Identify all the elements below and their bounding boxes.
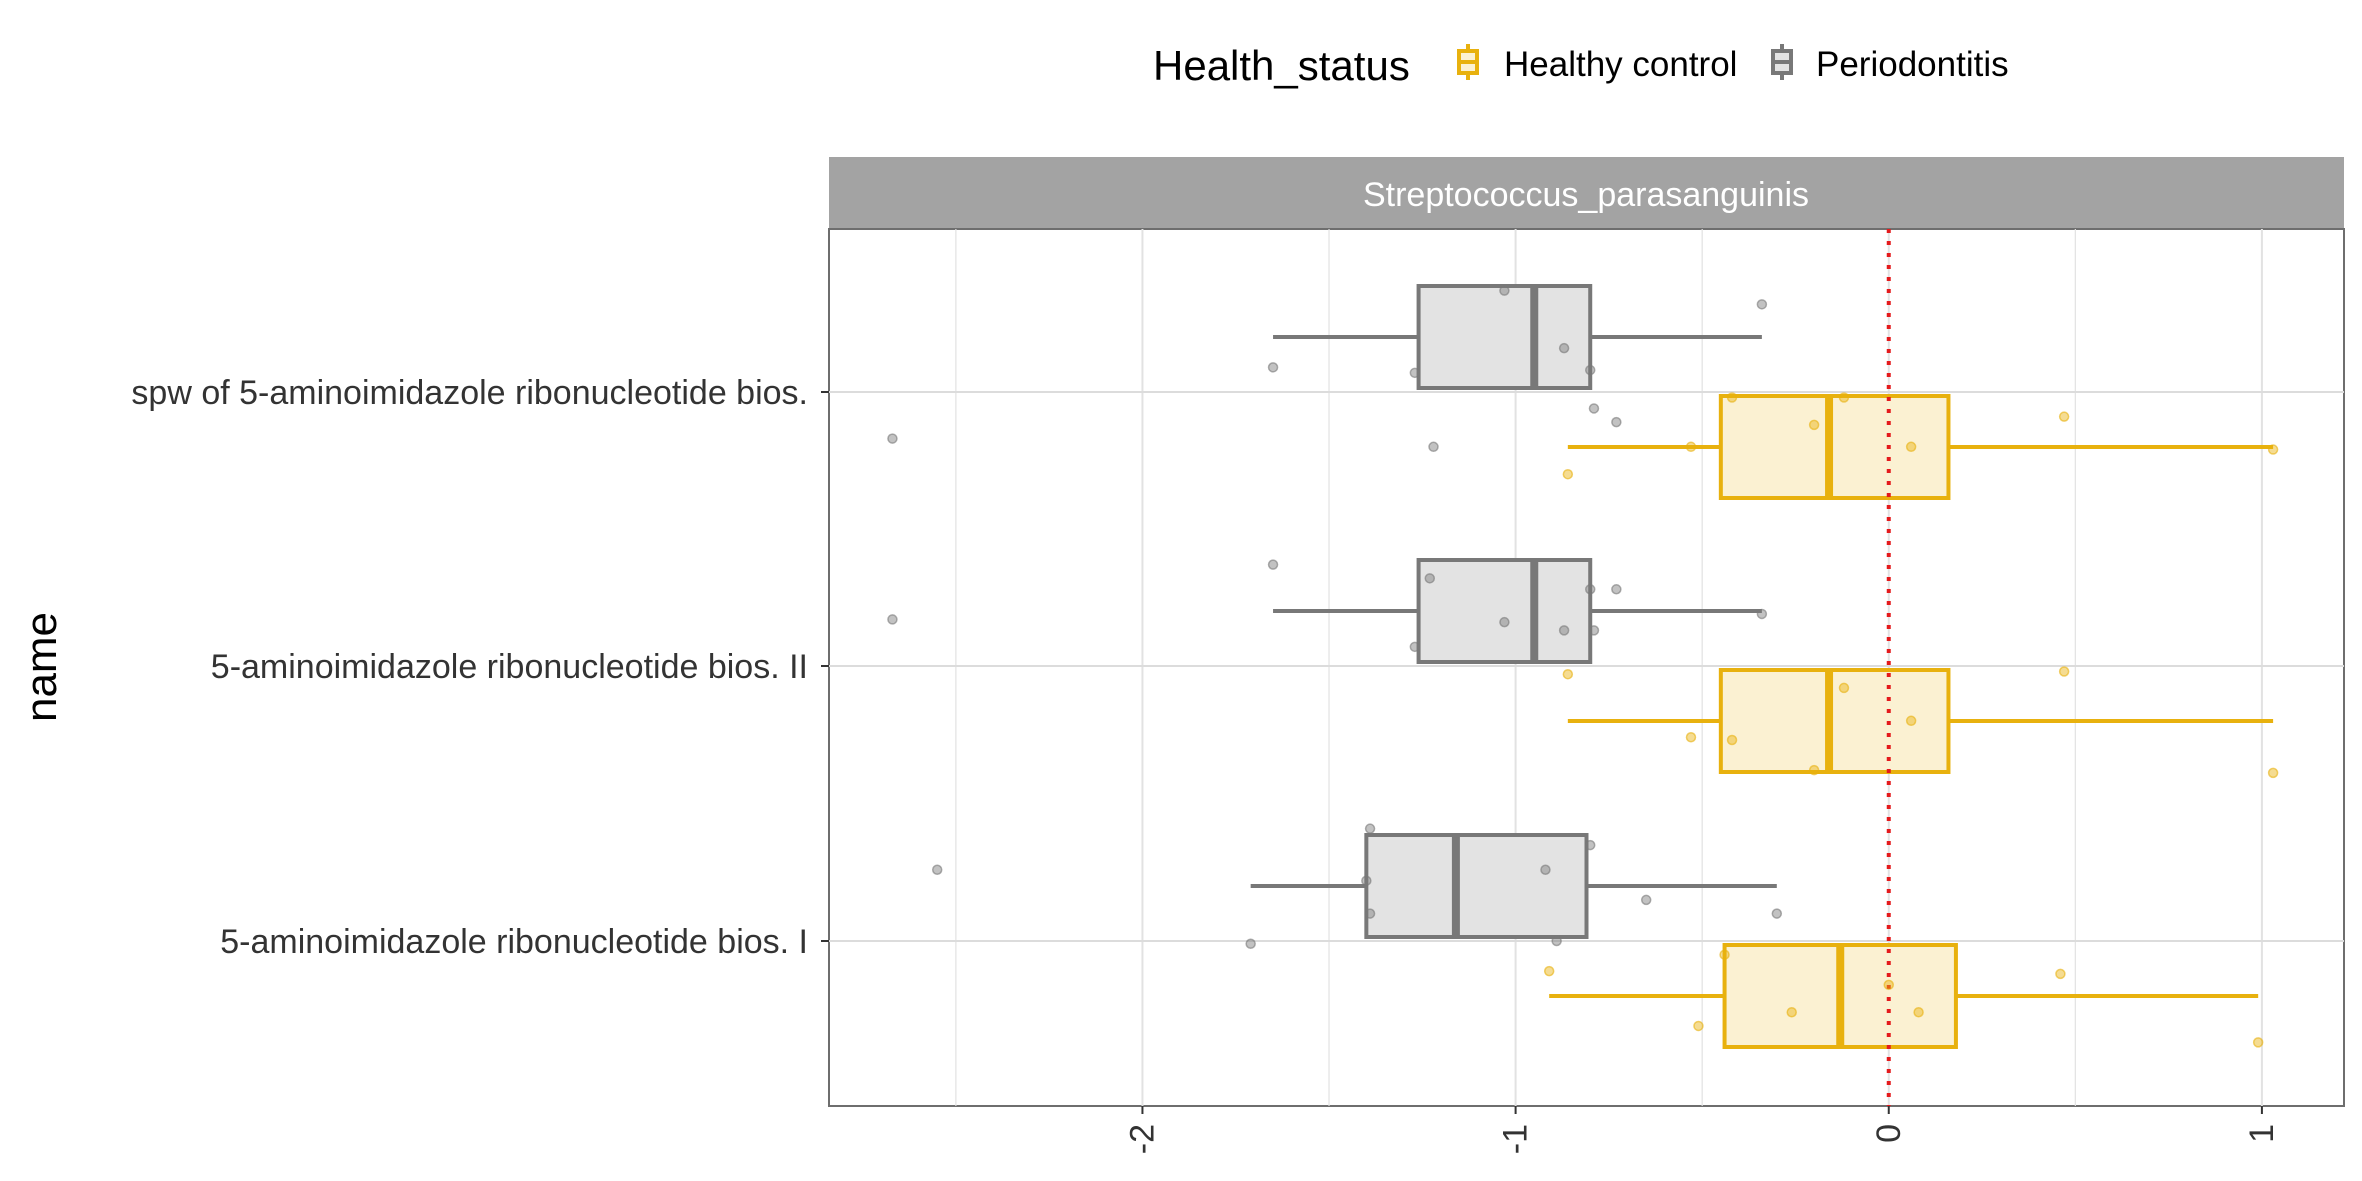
legend-entry-periodontitis: Periodontitis (1771, 44, 2009, 84)
data-point (1267, 362, 1279, 373)
data-point (1719, 949, 1730, 960)
data-point (1611, 416, 1622, 428)
box-periodontitis (1273, 284, 1762, 390)
data-point (1808, 419, 1820, 431)
data-point (2058, 411, 2070, 422)
data-point (1558, 342, 1570, 354)
box-healthy-control (1567, 668, 2274, 774)
box-iqr (1718, 668, 1951, 774)
box-iqr (1718, 394, 1951, 500)
data-point (2267, 767, 2279, 779)
data-point (1905, 715, 1917, 727)
data-point (1693, 1020, 1704, 1032)
data-point (1364, 823, 1376, 834)
data-point (1562, 668, 1574, 680)
legend-label-healthy-control: Healthy control (1504, 45, 1737, 84)
y-tick-label: spw of 5-aminoimidazole ribonucleotide b… (131, 374, 808, 412)
data-point (1267, 559, 1279, 570)
data-point (1540, 864, 1551, 876)
data-point (1409, 367, 1421, 379)
data-point (1424, 573, 1436, 584)
x-tick-label: -2 (1123, 1124, 1161, 1154)
y-tick-label: 5-aminoimidazole ribonucleotide bios. I (220, 923, 808, 961)
data-point (1364, 908, 1376, 919)
data-point (1726, 392, 1738, 403)
data-point (1726, 734, 1738, 746)
y-axis-title: name (17, 612, 66, 722)
data-point (1756, 299, 1768, 310)
box-iqr (1416, 558, 1593, 664)
facet-title: Streptococcus_parasanguinis (1363, 176, 1809, 214)
box-periodontitis (1273, 558, 1762, 664)
box-layer (1250, 284, 2274, 1049)
legend-entry-healthy-control: Healthy control (1457, 44, 1737, 84)
data-point (1786, 1006, 1797, 1018)
data-point (1558, 625, 1570, 636)
data-point (1611, 584, 1622, 595)
data-point (1808, 764, 1820, 776)
data-point (931, 864, 943, 876)
x-tick-label: 0 (1870, 1124, 1908, 1143)
data-point (1551, 935, 1562, 947)
x-tick-label: -1 (1497, 1124, 1535, 1154)
jitter-points (887, 285, 2279, 1048)
data-point (2055, 968, 2066, 980)
data-point (1685, 731, 1697, 743)
facet-strip (829, 157, 2344, 229)
data-point (1905, 441, 1917, 453)
box-iqr (1416, 284, 1593, 390)
data-point (1838, 392, 1850, 403)
legend-label-periodontitis: Periodontitis (1816, 45, 2009, 84)
x-axis: -2 -1 0 1 (1123, 1106, 2281, 1154)
box-iqr (1364, 833, 1589, 939)
data-point (1584, 839, 1596, 851)
data-point (1588, 625, 1600, 636)
data-point (2058, 666, 2070, 677)
x-tick-label: 1 (2243, 1124, 2281, 1143)
data-point (887, 433, 898, 444)
data-point (1499, 285, 1510, 296)
data-point (1756, 608, 1768, 620)
box-healthy-control (1549, 943, 2259, 1049)
data-point (1245, 938, 1256, 949)
data-point (1838, 682, 1850, 694)
data-point (1588, 403, 1600, 414)
data-point (1428, 441, 1439, 453)
legend-key-periodontitis (1771, 44, 1793, 80)
data-point (1584, 364, 1596, 376)
box-periodontitis (1250, 833, 1777, 939)
data-point (1913, 1006, 1924, 1018)
data-point (1640, 894, 1652, 906)
y-axis-labels: spw of 5-aminoimidazole ribonucleotide b… (131, 374, 829, 961)
y-tick-label: 5-aminoimidazole ribonucleotide bios. II (211, 648, 808, 686)
data-point (2252, 1037, 2264, 1048)
legend-title: Health_status (1153, 42, 1410, 89)
data-point (1409, 641, 1421, 653)
data-point (1361, 875, 1372, 886)
data-point (887, 614, 898, 625)
data-point (2267, 444, 2279, 455)
legend: Health_status Healthy control Periodonti… (1153, 42, 2009, 89)
data-point (1499, 616, 1510, 628)
data-point (1771, 908, 1783, 919)
box-healthy-control (1567, 394, 2274, 500)
legend-key-healthy-control (1457, 44, 1479, 80)
data-point (1584, 584, 1596, 595)
data-point (1685, 441, 1697, 453)
data-point (1562, 468, 1574, 480)
data-point (1883, 979, 1895, 991)
data-point (1543, 965, 1555, 977)
